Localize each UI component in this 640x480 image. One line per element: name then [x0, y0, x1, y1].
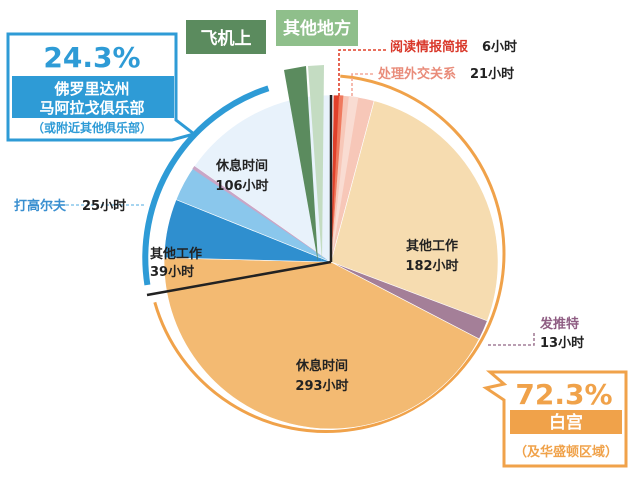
label-fl-rest-name: 休息时间	[215, 158, 268, 174]
other-label-box	[276, 10, 358, 46]
florida-sub: （或附近其他俱乐部）	[32, 120, 152, 135]
label-wh-rest-hours: 293小时	[295, 378, 348, 394]
white-house-sub: （及华盛顿区域）	[514, 444, 618, 460]
white-house-arc	[153, 74, 506, 434]
other-label-text: 其他地方	[283, 18, 351, 39]
label-fl-work-hours: 39小时	[150, 264, 194, 280]
white-house-name-band	[510, 410, 622, 434]
florida-percent-box	[16, 40, 168, 72]
slice-golf-band	[192, 166, 331, 262]
label-golf-name: 打高尔夫	[14, 198, 67, 214]
plane-label: 飞机上	[186, 20, 266, 54]
label-twitter-name: 发推特	[539, 316, 579, 332]
label-wh-work-hours: 182小时	[405, 258, 458, 274]
florida-name-line1: 佛罗里达州	[53, 80, 129, 98]
slice-other-places	[308, 65, 324, 262]
pie-slices	[163, 94, 499, 430]
label-relations-hours: 21小时	[470, 66, 514, 82]
slice-white-house-other-work	[330, 100, 499, 322]
label-fl-rest-hours: 106小时	[215, 178, 268, 194]
plane-label-text: 飞机上	[201, 28, 252, 49]
florida-name-band	[12, 76, 174, 118]
leader-relations	[351, 73, 374, 96]
slice-plane	[284, 66, 318, 262]
white-house-callout: 72.3% 白宫 （及华盛顿区域）	[482, 370, 628, 468]
slice-briefing-band	[331, 95, 344, 262]
label-relations-name: 处理外交关系	[377, 66, 456, 82]
label-wh-rest-name: 休息时间	[295, 358, 348, 374]
label-wh-work-name: 其他工作	[406, 238, 458, 254]
leader-twitter	[488, 332, 535, 346]
label-briefing-name: 阅读情报简报	[390, 39, 469, 55]
florida-callout: 24.3% 佛罗里达州 马阿拉戈俱乐部 （或附近其他俱乐部）	[6, 32, 198, 142]
white-house-percent: 72.3%	[515, 378, 612, 411]
plane-label-box	[186, 20, 266, 54]
leader-briefing	[338, 49, 388, 96]
florida-arc	[142, 85, 270, 286]
florida-percent: 24.3%	[43, 41, 140, 74]
divider-line	[146, 260, 332, 297]
label-twitter-hours: 13小时	[540, 335, 584, 351]
florida-name-line2: 马阿拉戈俱乐部	[39, 99, 144, 117]
slice-white-house-rest	[163, 257, 480, 430]
label-golf-hours: 25小时	[82, 198, 126, 214]
slice-relations-band	[331, 96, 359, 262]
label-briefing-hours: 6小时	[482, 39, 517, 55]
label-fl-work-name: 其他工作	[150, 246, 202, 262]
leader-lines	[30, 49, 535, 346]
white-house-name: 白宫	[549, 412, 583, 433]
other-label: 其他地方	[276, 10, 358, 46]
